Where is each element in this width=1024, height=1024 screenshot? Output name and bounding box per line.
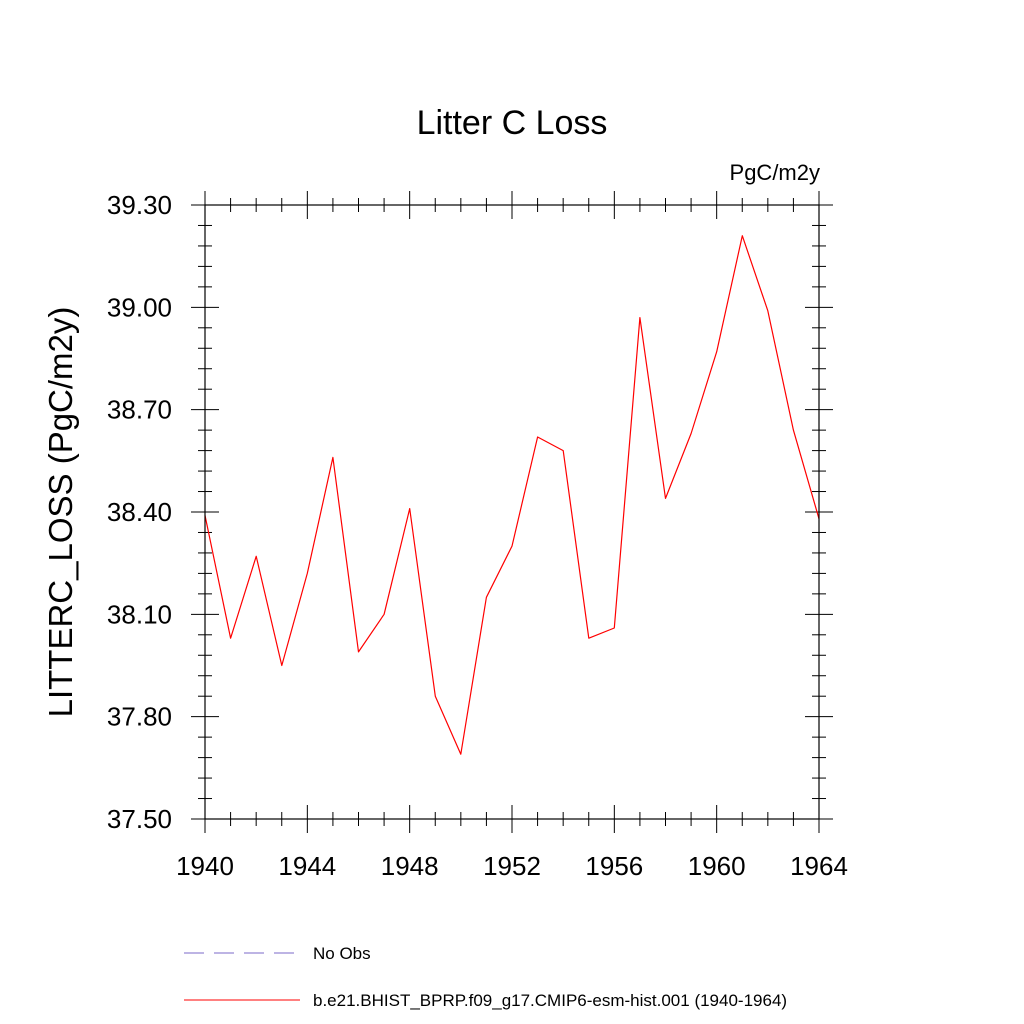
legend-label: No Obs — [313, 944, 371, 963]
axis-ticks — [191, 191, 833, 833]
legend: No Obs b.e21.BHIST_BPRP.f09_g17.CMIP6-esm… — [184, 944, 787, 1010]
x-tick-label: 1964 — [790, 851, 848, 881]
x-tick-label: 1940 — [176, 851, 234, 881]
series-lines — [204, 235, 820, 755]
legend-label: b.e21.BHIST_BPRP.f09_g17.CMIP6-esm-hist.… — [313, 991, 787, 1010]
x-tick-label: 1952 — [483, 851, 541, 881]
y-tick-label: 37.50 — [107, 804, 172, 834]
plot-frame — [204, 204, 820, 820]
y-axis-label: LITTERC_LOSS (PgC/m2y) — [42, 307, 79, 718]
units-label: PgC/m2y — [730, 160, 820, 185]
chart-title: Litter C Loss — [417, 104, 608, 142]
y-tick-label: 37.80 — [107, 702, 172, 732]
tick-labels: 1940 1944 1948 1952 1956 1960 1964 37.50 37.80 38… — [107, 190, 848, 881]
x-tick-label: 1948 — [381, 851, 439, 881]
x-tick-label: 1960 — [688, 851, 746, 881]
y-tick-label: 39.30 — [107, 190, 172, 220]
y-tick-label: 39.00 — [107, 292, 172, 322]
y-tick-label: 38.10 — [107, 599, 172, 629]
y-tick-label: 38.70 — [107, 395, 172, 425]
x-tick-label: 1956 — [585, 851, 643, 881]
series-line — [204, 235, 820, 755]
y-tick-label: 38.40 — [107, 497, 172, 527]
x-tick-label: 1944 — [278, 851, 336, 881]
